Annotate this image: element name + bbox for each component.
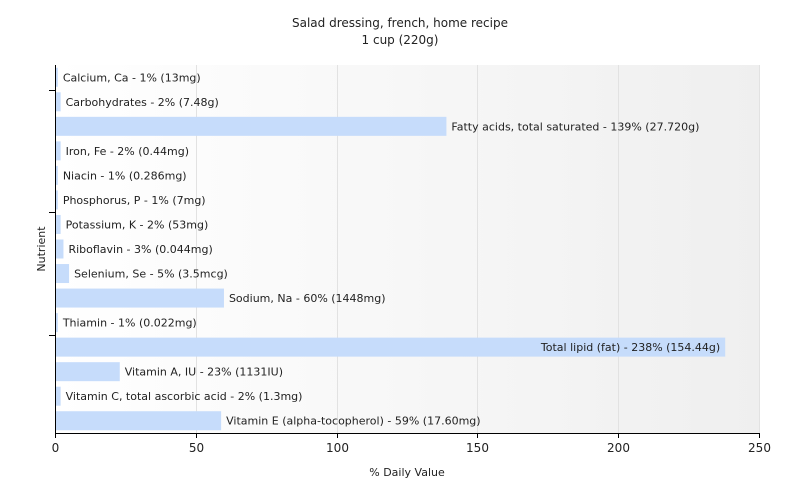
bar (55, 313, 58, 333)
bar (55, 165, 58, 185)
bar-label: Fatty acids, total saturated - 139% (27.… (451, 120, 699, 133)
bar-label: Selenium, Se - 5% (3.5mcg) (74, 268, 228, 281)
x-tick-label: 150 (466, 441, 489, 455)
chart-title: Salad dressing, french, home recipe (292, 16, 508, 30)
axes: 0 50 100 150 200 250 (49, 65, 771, 455)
bar-label: Total lipid (fat) - 238% (154.44g) (540, 341, 720, 354)
bar (55, 264, 70, 284)
bar (55, 214, 61, 234)
bar (55, 386, 61, 406)
bar-label: Vitamin A, IU - 23% (1131IU) (125, 366, 283, 379)
bars (55, 67, 726, 431)
bar (55, 190, 58, 210)
bar-label: Riboflavin - 3% (0.044mg) (68, 243, 212, 256)
bar-labels: Calcium, Ca - 1% (13mg) Carbohydrates - 2… (62, 71, 720, 427)
bar-label: Vitamin C, total ascorbic acid - 2% (1.3… (66, 390, 303, 403)
bar (55, 92, 61, 112)
bar-label: Vitamin E (alpha-tocopherol) - 59% (17.6… (226, 415, 480, 428)
bar-label: Thiamin - 1% (0.022mg) (62, 317, 197, 330)
x-axis-label: % Daily Value (369, 466, 445, 479)
chart-subtitle: 1 cup (220g) (362, 33, 439, 47)
bar (55, 337, 726, 357)
x-tick-label: 50 (189, 441, 204, 455)
y-axis-label: Nutrient (35, 226, 48, 272)
bar (55, 362, 120, 382)
bar-label: Phosphorus, P - 1% (7mg) (63, 194, 206, 207)
bar (55, 116, 447, 136)
bar (55, 239, 64, 259)
bar-label: Carbohydrates - 2% (7.48g) (66, 96, 219, 109)
bar (55, 411, 222, 431)
bar (55, 141, 61, 161)
x-tick-label: 200 (607, 441, 630, 455)
bar (55, 67, 58, 87)
bar-label: Iron, Fe - 2% (0.44mg) (66, 145, 189, 158)
bar-label: Sodium, Na - 60% (1448mg) (229, 292, 386, 305)
x-tick-label: 0 (52, 441, 60, 455)
bar-label: Niacin - 1% (0.286mg) (63, 169, 187, 182)
bar (55, 288, 224, 308)
bar-label: Potassium, K - 2% (53mg) (66, 218, 209, 231)
x-tick-label: 100 (326, 441, 349, 455)
x-tick-label: 250 (748, 441, 771, 455)
bar-label: Calcium, Ca - 1% (13mg) (63, 71, 201, 84)
